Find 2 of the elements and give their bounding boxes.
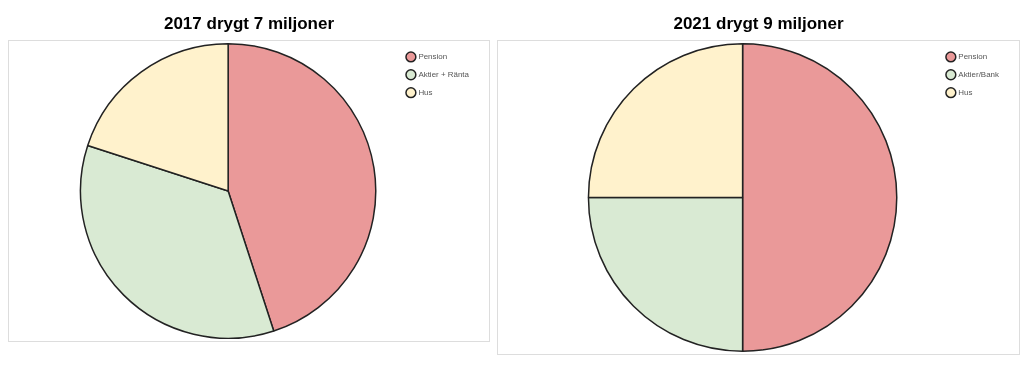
chart-title: 2021 drygt 9 miljoner <box>672 13 845 35</box>
chart-title: 2017 drygt 7 miljoner <box>162 13 336 35</box>
